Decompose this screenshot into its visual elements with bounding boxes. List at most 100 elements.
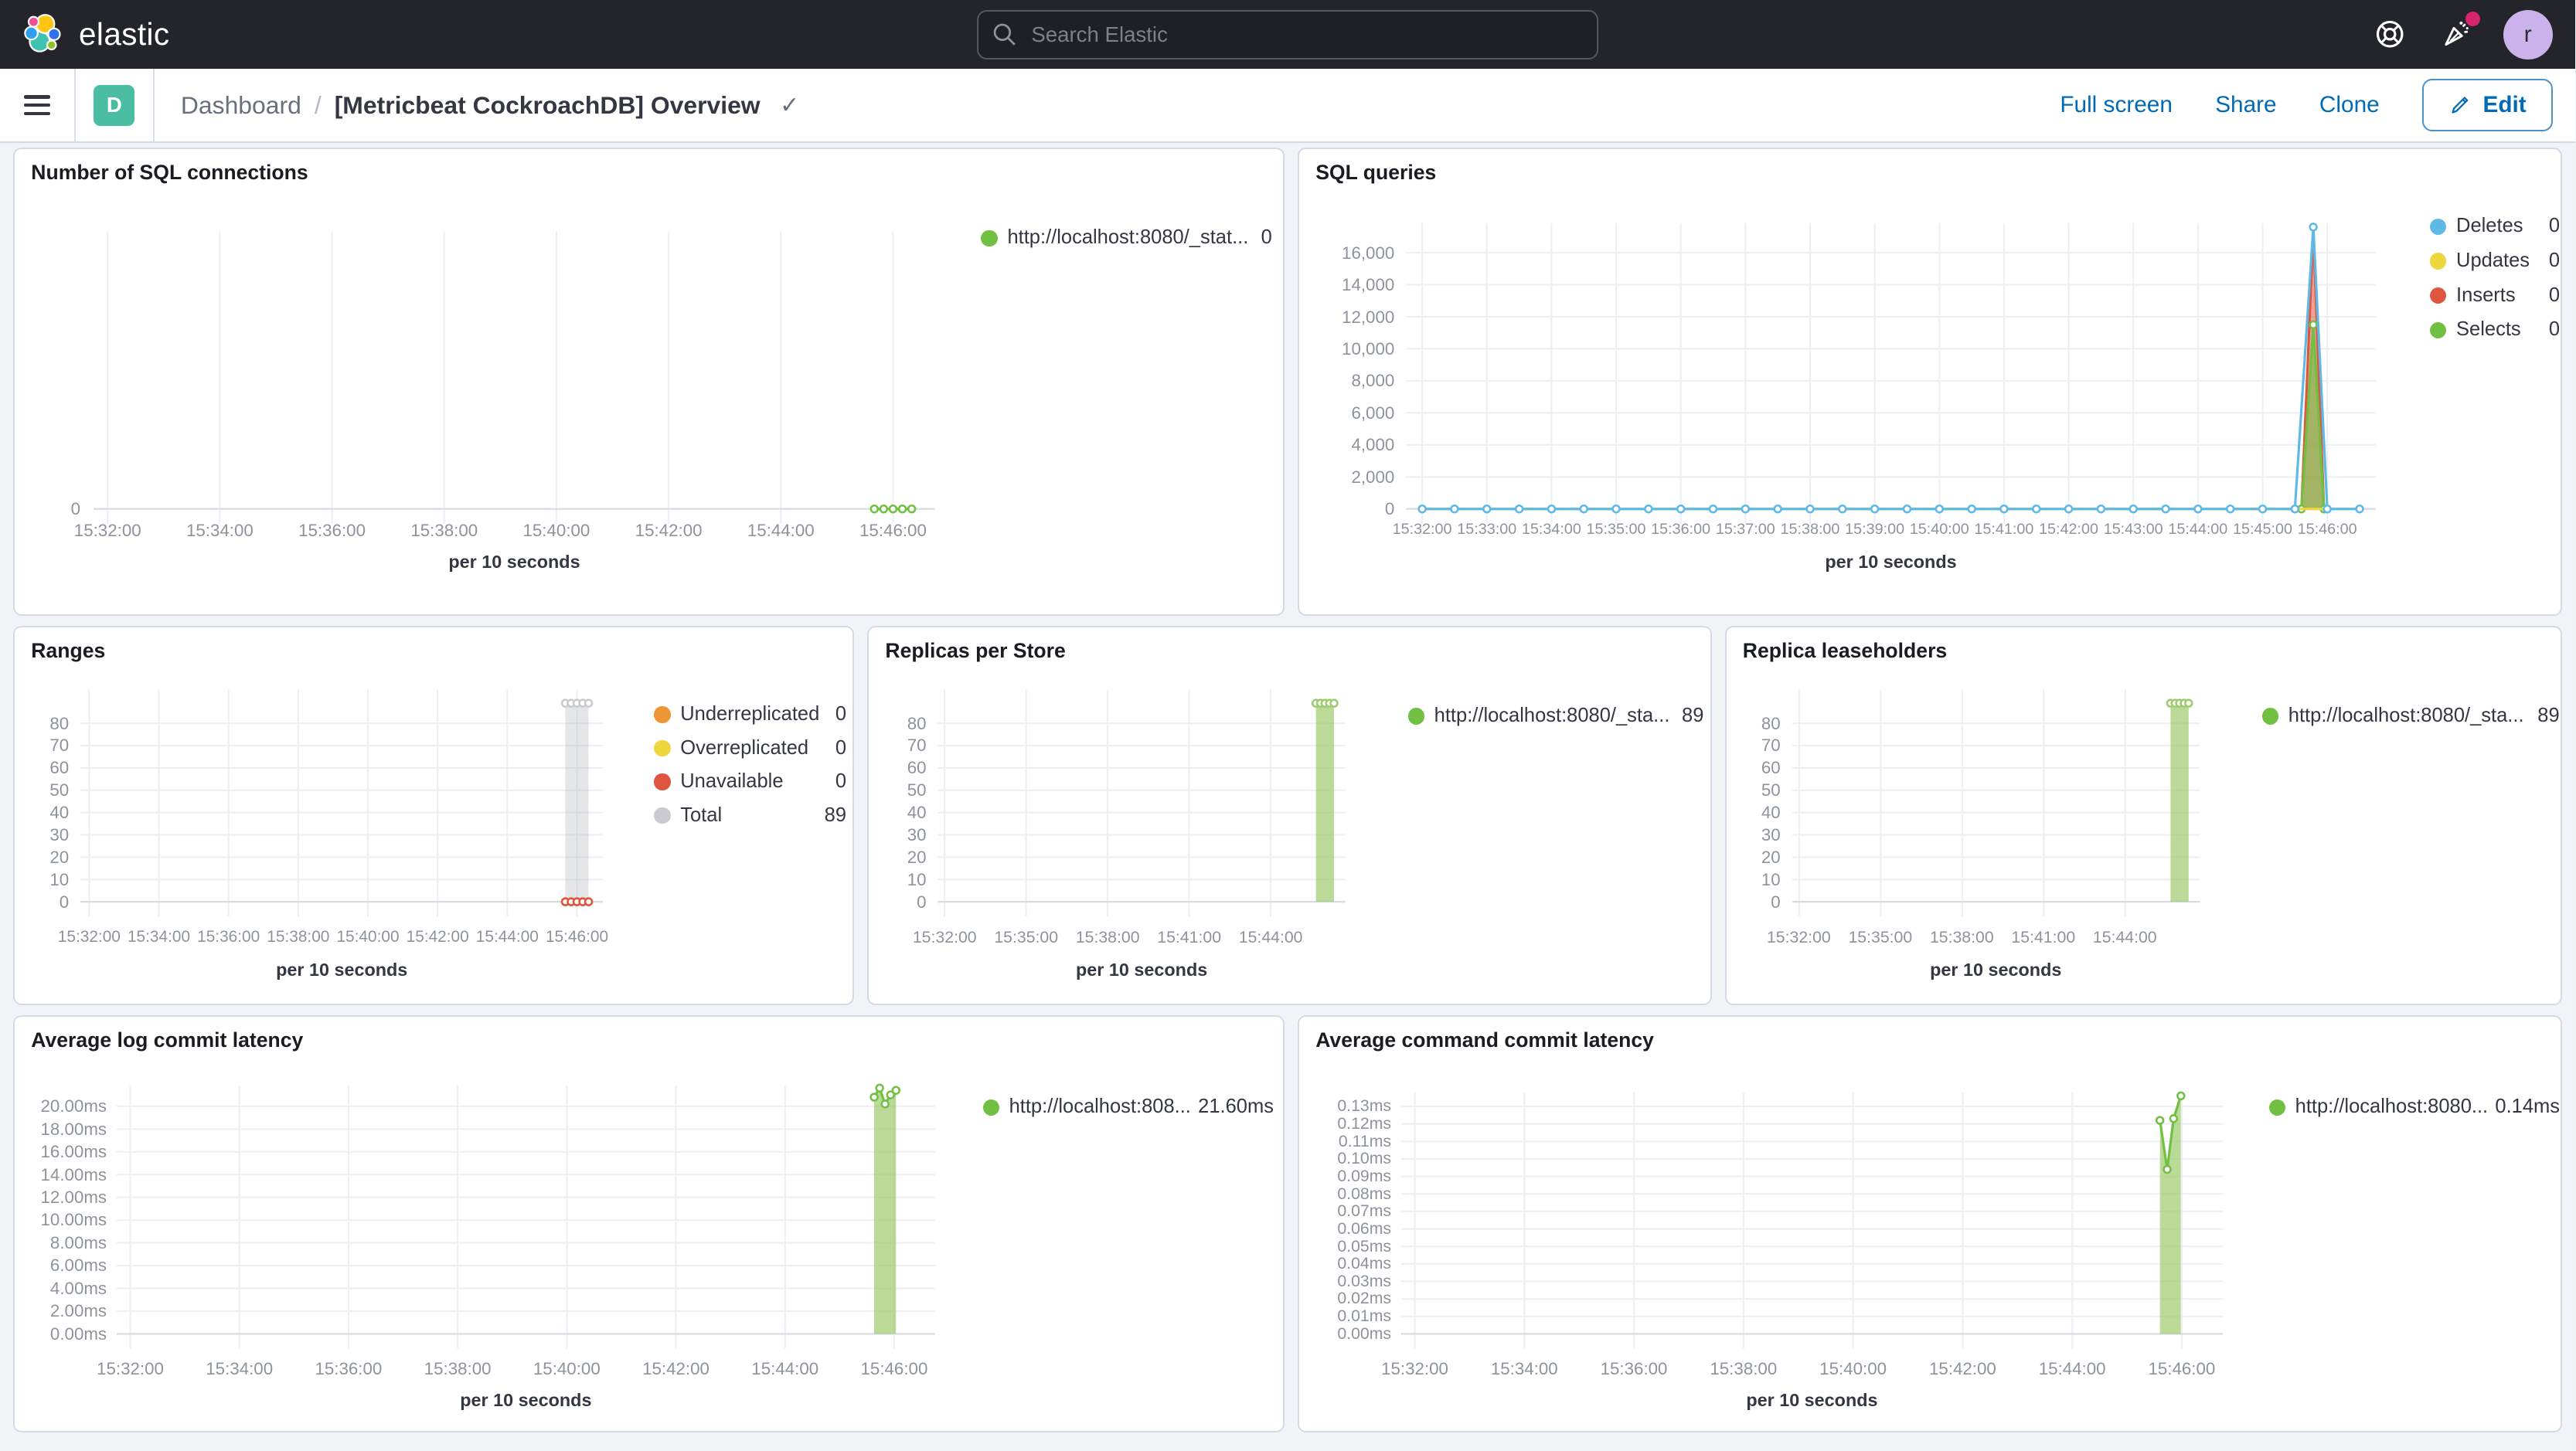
legend-item[interactable]: http://localhost:8080/_sta...89: [1408, 705, 1704, 731]
legend-value: 89: [2288, 705, 2560, 727]
panel-title[interactable]: SQL queries: [1315, 161, 1436, 185]
x-tick-label: 15:36:00: [298, 521, 366, 541]
x-tick-label: 15:41:00: [2011, 928, 2075, 947]
clone-button[interactable]: Clone: [2319, 92, 2380, 118]
search-input[interactable]: [977, 10, 1598, 59]
x-tick-label: 15:32:00: [97, 1359, 164, 1379]
edit-button-label: Edit: [2483, 92, 2527, 118]
y-tick-label: 6.00ms: [0, 1255, 107, 1276]
x-tick-label: 15:44:00: [1239, 928, 1303, 947]
x-tick-label: 15:46:00: [546, 928, 608, 946]
x-tick-label: 15:35:00: [1848, 928, 1912, 947]
user-avatar[interactable]: r: [2503, 10, 2553, 59]
toolbar-actions: Full screen Share Clone Edit: [2060, 79, 2575, 131]
legend-item[interactable]: http://localhost:808...21.60ms: [983, 1096, 1274, 1122]
legend-dot-icon: [983, 1099, 999, 1116]
x-tick-label: 15:36:00: [197, 928, 260, 946]
legend-value: 21.60ms: [1009, 1096, 1274, 1118]
x-tick-label: 15:38:00: [410, 521, 478, 541]
space-badge[interactable]: D: [94, 85, 134, 126]
share-button[interactable]: Share: [2215, 92, 2276, 118]
y-tick-label: 80: [1666, 713, 1781, 735]
x-tick-label: 15:34:00: [128, 928, 190, 946]
breadcrumb-separator: /: [315, 91, 322, 120]
y-tick-label: 70: [812, 735, 927, 756]
x-tick-label: 15:40:00: [533, 1359, 601, 1379]
legend-item[interactable]: http://localhost:8080/_sta...89: [2262, 705, 2560, 731]
x-tick-label: 15:32:00: [58, 928, 121, 946]
y-tick-label: 0.00ms: [0, 1324, 107, 1345]
breadcrumb-dashboard-link[interactable]: Dashboard: [181, 91, 301, 120]
x-axis-unit-label: per 10 seconds: [1746, 1390, 1877, 1411]
x-tick-label: 15:41:00: [1157, 928, 1221, 947]
x-tick-label: 15:44:00: [2039, 1359, 2106, 1379]
help-icon[interactable]: [2372, 16, 2408, 53]
y-tick-label: 40: [0, 802, 69, 824]
x-axis-unit-label: per 10 seconds: [460, 1390, 591, 1411]
y-tick-label: 20: [0, 847, 69, 868]
newsfeed-icon[interactable]: [2438, 16, 2474, 53]
x-tick-label: 15:42:00: [635, 521, 703, 541]
x-tick-label: 15:46:00: [2298, 521, 2357, 539]
title-check-icon[interactable]: ✓: [780, 92, 799, 119]
panel-title[interactable]: Ranges: [31, 639, 105, 663]
y-tick-label: 40: [812, 802, 927, 824]
legend-value: 0: [2456, 215, 2560, 237]
elastic-brand[interactable]: elastic: [0, 12, 170, 56]
y-tick-label: 14,000: [1279, 274, 1394, 296]
y-tick-label: 60: [1666, 757, 1781, 779]
brand-name: elastic: [79, 16, 169, 53]
x-tick-label: 15:32:00: [74, 521, 141, 541]
x-tick-label: 15:42:00: [642, 1359, 710, 1379]
menu-icon[interactable]: [0, 68, 76, 142]
notification-dot: [2465, 12, 2480, 26]
x-tick-label: 15:38:00: [1930, 928, 1994, 947]
x-tick-label: 15:46:00: [859, 521, 927, 541]
legend-value: 0: [2456, 284, 2560, 307]
y-tick-label: 4,000: [1279, 434, 1394, 456]
x-tick-label: 15:38:00: [424, 1359, 492, 1379]
x-tick-label: 15:37:00: [1716, 521, 1775, 539]
legend-value: 89: [1434, 705, 1704, 727]
panel-title[interactable]: Replica leaseholders: [1743, 639, 1947, 663]
panel-title[interactable]: Replicas per Store: [885, 639, 1065, 663]
toolbar: D Dashboard / [Metricbeat CockroachDB] O…: [0, 69, 2575, 143]
y-tick-label: 0.13ms: [1276, 1096, 1391, 1117]
y-tick-label: 80: [812, 713, 927, 735]
legend-dot-icon: [654, 807, 670, 824]
y-tick-label: 2.00ms: [0, 1300, 107, 1322]
legend-value: 0: [1007, 226, 1271, 249]
panel-title[interactable]: Average command commit latency: [1315, 1028, 1654, 1052]
legend-dot-icon: [2430, 322, 2446, 338]
full-screen-button[interactable]: Full screen: [2060, 92, 2173, 118]
y-tick-label: 80: [0, 713, 69, 735]
y-tick-label: 6,000: [1279, 403, 1394, 424]
legend-dot-icon: [2430, 253, 2446, 269]
panel-title[interactable]: Number of SQL connections: [31, 161, 308, 185]
global-search: [977, 10, 1598, 59]
x-axis-unit-label: per 10 seconds: [276, 960, 407, 980]
y-tick-label: 10: [1666, 869, 1781, 891]
legend-item[interactable]: http://localhost:8080/_stat...0: [981, 226, 1271, 253]
panel-title[interactable]: Average log commit latency: [31, 1028, 303, 1052]
x-tick-label: 15:34:00: [1522, 521, 1581, 539]
pencil-icon: [2448, 93, 2472, 117]
y-tick-label: 50: [812, 780, 927, 801]
x-tick-label: 15:46:00: [861, 1359, 928, 1379]
legend-dot-icon: [654, 706, 670, 722]
edit-button[interactable]: Edit: [2422, 79, 2553, 131]
legend-item[interactable]: http://localhost:8080...0.14ms: [2269, 1096, 2560, 1122]
y-tick-label: 0: [812, 892, 927, 913]
